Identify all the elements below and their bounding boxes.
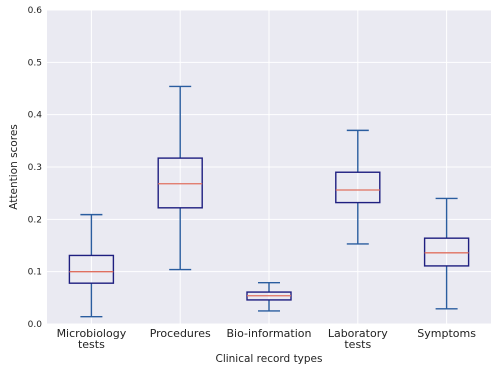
x-axis-title: Clinical record types [215,353,322,365]
y-axis-title: Attention scores [8,124,20,209]
y-tick-label: 0.1 [28,268,42,278]
x-tick-label: Procedures [150,327,211,340]
y-tick-label: 0.5 [28,58,42,68]
y-tick-labels: 0.0 0.1 0.2 0.3 0.4 0.5 0.6 [28,6,43,330]
x-tick-label: Bio-information [227,327,312,340]
x-tick-label: Microbiology [57,327,127,340]
boxes [68,85,470,318]
x-tick-label: Laboratory [328,327,388,340]
box-plot [68,213,115,318]
box-iqr [423,237,470,267]
x-tick-label: tests [344,338,371,351]
y-tick-label: 0.3 [28,163,42,173]
x-tick-label: Symptoms [417,327,476,340]
box-iqr [68,254,115,284]
box-plot [335,129,381,245]
box-iqr [157,157,203,209]
x-tick-label: tests [78,338,105,351]
y-tick-label: 0.4 [28,111,43,121]
box-iqr [335,171,381,204]
box-plot [157,85,203,271]
y-tick-label: 0.2 [28,215,42,225]
box-plot [246,281,292,312]
y-tick-label: 0.0 [28,320,43,330]
box-plot [423,197,470,310]
y-tick-label: 0.6 [28,6,43,16]
